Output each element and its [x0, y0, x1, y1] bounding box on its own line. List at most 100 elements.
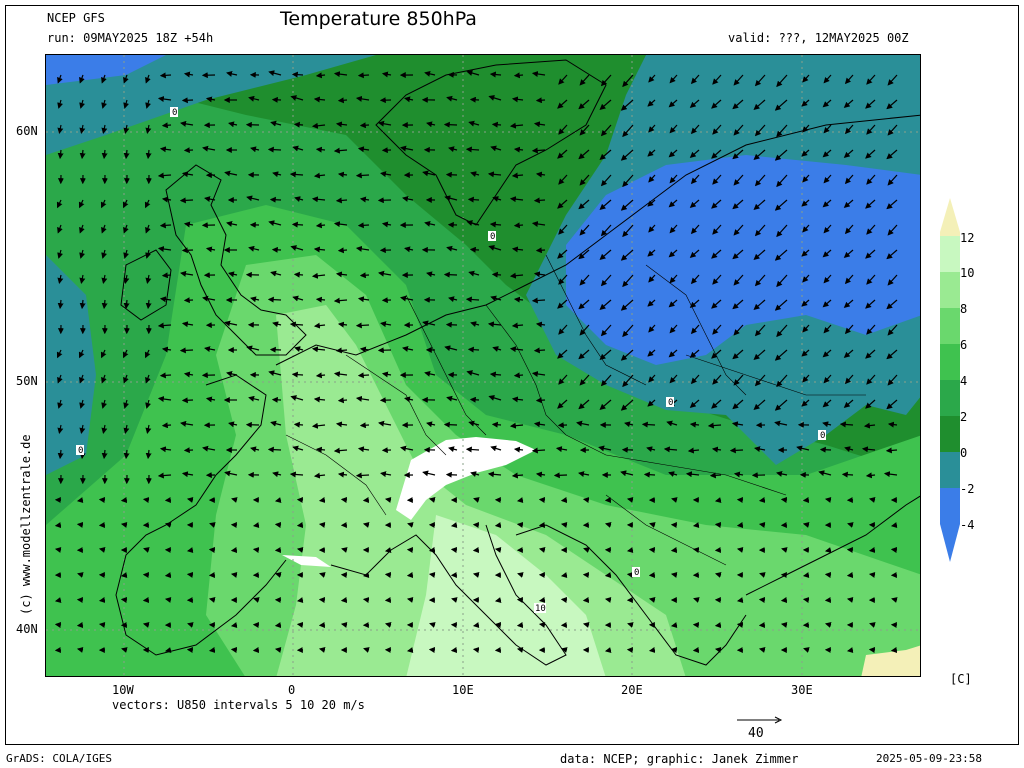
wind-vector [822, 299, 832, 308]
wind-vector [228, 271, 238, 278]
wind-vector [318, 596, 326, 603]
wind-vector [181, 171, 194, 178]
wind-vector [161, 346, 172, 353]
wind-vector [774, 249, 788, 261]
wind-vector [315, 372, 326, 379]
wind-vector [558, 174, 568, 185]
wind-vector [582, 597, 590, 604]
wind-vector [887, 421, 898, 428]
wind-vector [736, 621, 744, 628]
wind-vector [886, 99, 898, 110]
wind-vector [776, 224, 788, 238]
wind-vector [268, 220, 282, 227]
contour-labels: 0 0 0 0 0 0 10 [76, 107, 826, 614]
wind-vector [712, 124, 722, 135]
wind-vector [246, 195, 260, 202]
wind-vector [468, 120, 480, 127]
wind-vector [468, 270, 480, 277]
wind-vector [404, 396, 414, 403]
wind-vector [823, 224, 832, 234]
wind-vector [560, 596, 568, 603]
wind-vector [844, 274, 854, 285]
wind-vector [558, 374, 568, 385]
wind-vector [289, 171, 304, 178]
wind-vector [758, 497, 766, 503]
wind-vector [181, 397, 194, 404]
wind-vector [600, 274, 612, 287]
wind-vector [293, 121, 304, 128]
wind-vector [465, 146, 480, 153]
wind-vector [270, 120, 282, 127]
wind-vector [357, 446, 370, 453]
wind-vector [663, 446, 678, 453]
wind-vector [733, 124, 744, 136]
wind-vector [557, 149, 568, 159]
wind-vector [359, 196, 370, 203]
wind-vector [426, 121, 436, 128]
wind-vector [803, 647, 810, 653]
wind-vector [578, 149, 590, 160]
wind-vector [79, 149, 86, 160]
wind-vector [774, 399, 788, 411]
wind-vector [424, 220, 436, 227]
wind-vector [511, 472, 524, 479]
wind-vector [319, 572, 326, 578]
wind-vector [293, 421, 304, 428]
wind-vector [57, 124, 64, 134]
wind-vector [491, 121, 502, 128]
wind-vector [142, 597, 150, 604]
wind-vector [422, 170, 436, 177]
wind-vector [57, 274, 64, 284]
wind-vector [754, 324, 766, 337]
wind-vector [293, 271, 304, 278]
wind-vector [538, 547, 546, 553]
wind-vector [267, 296, 282, 303]
wind-vector [226, 370, 238, 377]
wind-vector [824, 497, 832, 503]
wind-vector [355, 95, 370, 102]
wind-vector [490, 145, 502, 152]
wind-vector [226, 70, 238, 77]
wind-vector [599, 199, 612, 210]
wind-vector [228, 121, 238, 128]
wind-vector [516, 647, 524, 653]
lon-label-0: 0 [288, 683, 296, 697]
wind-vector [690, 374, 700, 385]
wind-vector [443, 121, 458, 128]
wind-vector [230, 622, 238, 628]
wind-vector [818, 470, 832, 477]
wind-vector [732, 249, 744, 260]
wind-vector [823, 324, 832, 334]
wind-vector [802, 597, 810, 603]
field-eight [276, 305, 686, 676]
wind-vector [333, 447, 348, 454]
wind-vector [101, 299, 108, 310]
wind-vector [291, 71, 304, 78]
wind-vector [123, 124, 130, 134]
wind-vector [181, 247, 194, 254]
temperature-map[interactable]: 0 0 0 0 0 0 10 [45, 54, 921, 677]
wind-vector [509, 196, 524, 203]
wind-vector [669, 74, 678, 84]
wind-vector [646, 446, 656, 453]
wind-vector [538, 496, 546, 503]
legend-label: 8 [960, 302, 968, 316]
wind-vector [865, 349, 876, 359]
wind-vector [736, 522, 744, 529]
wind-vector [885, 447, 898, 454]
wind-vector [384, 497, 392, 503]
wind-vector [685, 471, 700, 478]
wind-vector [846, 597, 854, 603]
wind-vector [843, 199, 854, 208]
wind-vector [887, 374, 898, 386]
wind-vector [732, 199, 744, 210]
wind-vector [357, 146, 370, 153]
wind-vector [866, 174, 876, 185]
wind-vector [861, 446, 876, 453]
wind-vector [557, 349, 568, 359]
wind-vector [509, 346, 524, 353]
wind-vector [98, 547, 106, 553]
wind-vector [208, 647, 216, 653]
wind-vector [689, 299, 700, 308]
wind-vector [406, 647, 414, 653]
